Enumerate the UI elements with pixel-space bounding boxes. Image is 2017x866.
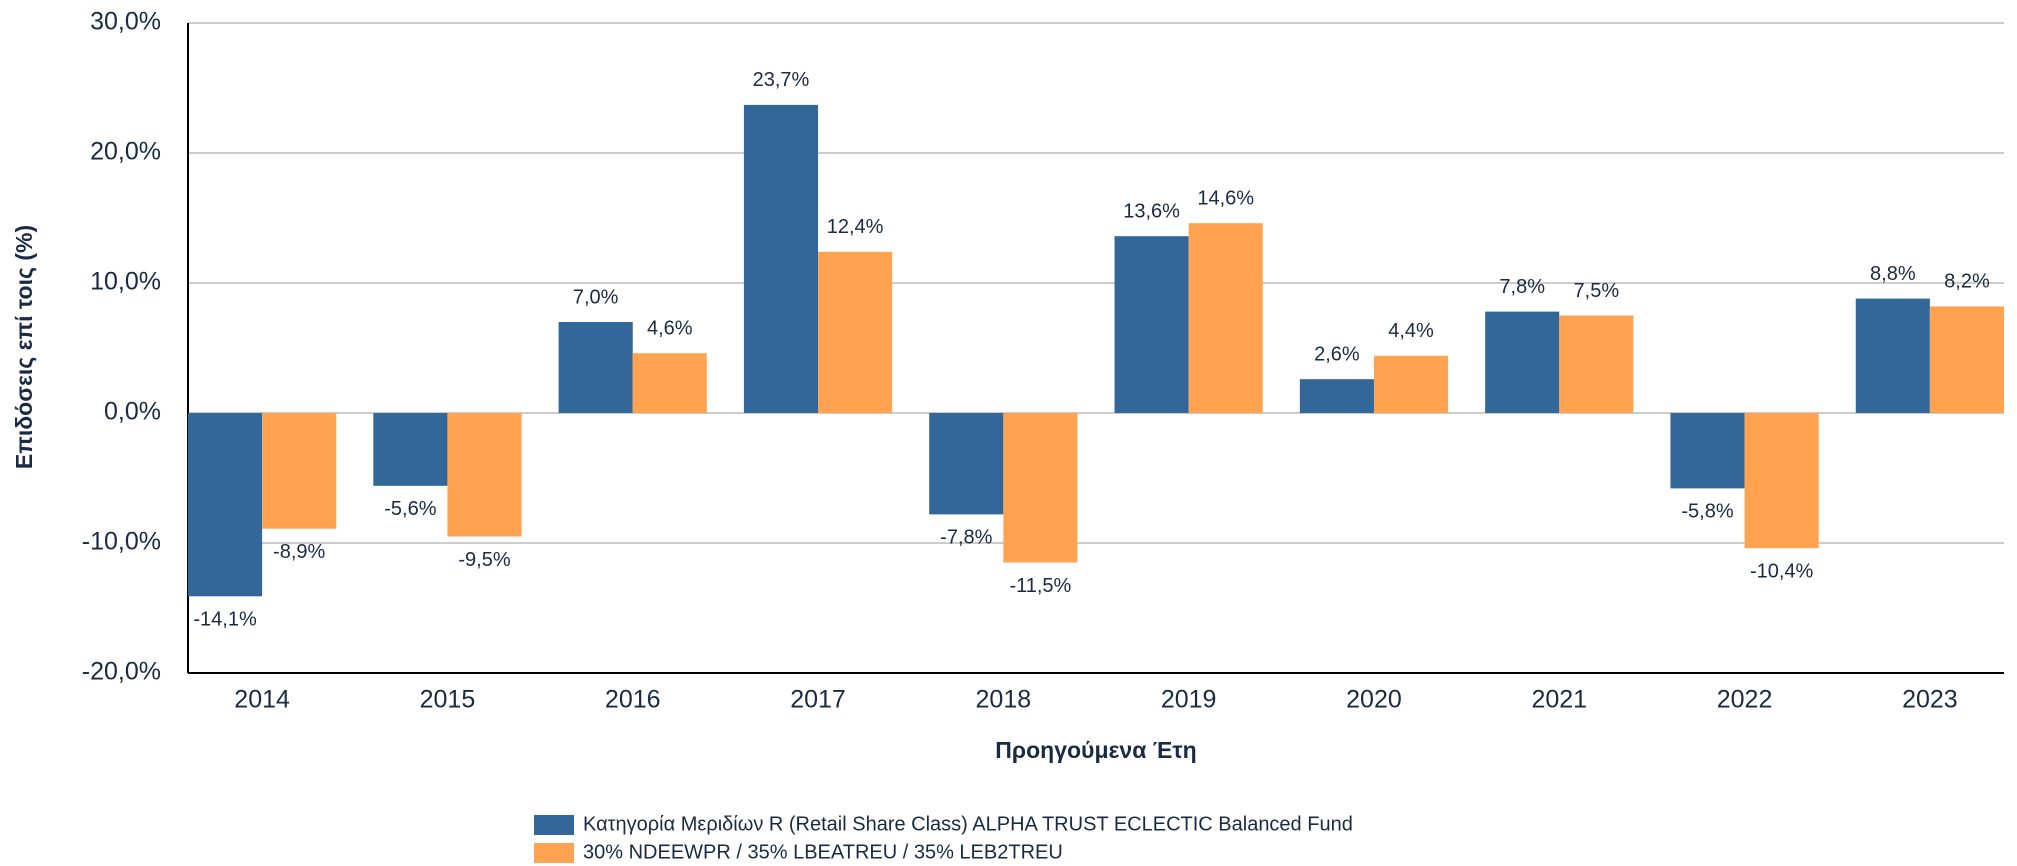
- data-label: 4,6%: [647, 317, 693, 339]
- data-label: 8,8%: [1870, 263, 1916, 285]
- data-label: -5,8%: [1681, 501, 1733, 523]
- x-axis-title: Προηγούμενα Έτη: [995, 737, 1196, 763]
- bar: [447, 413, 522, 537]
- y-tick-label: 10,0%: [90, 268, 161, 296]
- data-label: 8,2%: [1944, 271, 1990, 293]
- x-tick-label: 2015: [420, 686, 476, 714]
- data-label: -9,5%: [458, 549, 510, 571]
- bar: [1188, 223, 1263, 413]
- bar: [188, 413, 263, 597]
- data-label: 14,6%: [1197, 187, 1254, 209]
- bar: [558, 322, 633, 413]
- y-tick-label: -10,0%: [82, 528, 161, 556]
- x-tick-label: 2018: [976, 686, 1032, 714]
- data-label: 12,4%: [827, 216, 884, 238]
- y-tick-label: 30,0%: [90, 8, 161, 36]
- bar: [1855, 298, 1930, 413]
- bar: [1485, 311, 1560, 413]
- data-label: -5,6%: [384, 498, 436, 520]
- legend-swatch: [534, 843, 574, 863]
- x-tick-label: 2019: [1161, 686, 1217, 714]
- x-tick-label: 2020: [1346, 686, 1402, 714]
- data-label: -7,8%: [940, 527, 992, 549]
- bar: [1744, 413, 1819, 549]
- data-label: 13,6%: [1123, 200, 1180, 222]
- bar: [818, 251, 893, 413]
- bar: [1299, 379, 1374, 413]
- bar: [743, 104, 819, 414]
- data-label: 23,7%: [753, 69, 810, 91]
- data-label: -14,1%: [193, 609, 257, 631]
- legend-label: Κατηγορία Μεριδίων R (Retail Share Class…: [583, 813, 1353, 835]
- data-label: 4,4%: [1388, 320, 1434, 342]
- x-tick-label: 2022: [1717, 686, 1773, 714]
- bar: [1003, 413, 1078, 563]
- x-tick-label: 2016: [605, 686, 661, 714]
- bar: [1373, 355, 1449, 413]
- legend-swatch: [534, 815, 574, 835]
- data-label: 7,8%: [1499, 276, 1545, 298]
- bar: [1114, 236, 1189, 413]
- data-label: -10,4%: [1750, 560, 1814, 582]
- legend-label: 30% NDEEWPR / 35% LBEATREU / 35% LEB2TRE…: [583, 841, 1063, 863]
- bar: [373, 413, 448, 486]
- bar: [1929, 306, 2004, 413]
- bar: [262, 413, 337, 529]
- data-label: -11,5%: [1009, 575, 1071, 597]
- x-tick-label: 2021: [1531, 686, 1587, 714]
- y-tick-label: 20,0%: [90, 138, 161, 166]
- x-tick-label: 2023: [1902, 686, 1958, 714]
- x-tick-label: 2014: [234, 686, 290, 714]
- data-label: -8,9%: [273, 541, 325, 563]
- x-tick-label: 2017: [790, 686, 846, 714]
- bar: [1559, 315, 1634, 413]
- data-label: 7,5%: [1574, 280, 1620, 302]
- y-tick-label: -20,0%: [82, 658, 161, 686]
- data-label: 7,0%: [573, 286, 619, 308]
- bar: [632, 353, 707, 413]
- y-axis-title: Επιδόσεις επί τοις (%): [11, 225, 37, 469]
- bar: [929, 413, 1004, 515]
- data-label: 2,6%: [1314, 343, 1360, 365]
- y-tick-label: 0,0%: [104, 398, 161, 426]
- bar: [1670, 413, 1745, 489]
